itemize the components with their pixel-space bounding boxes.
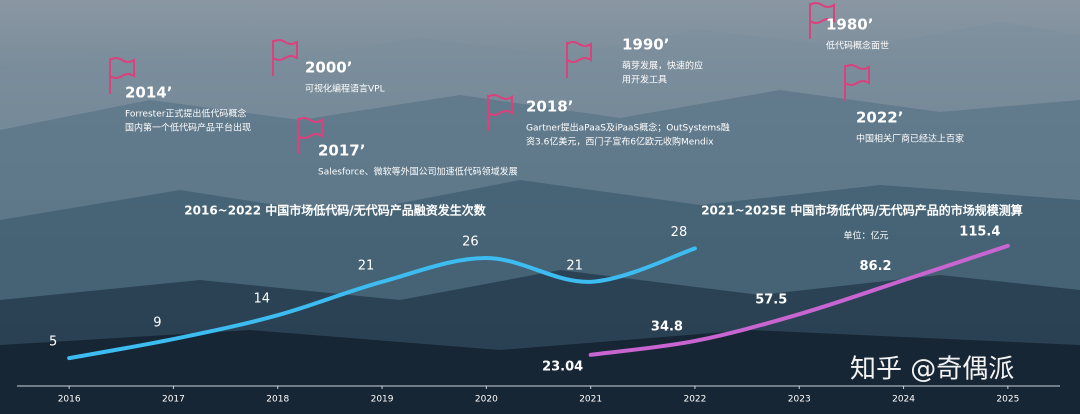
flag — [272, 39, 298, 76]
x-tick-label: 2025 — [996, 395, 1019, 405]
x-tick-label: 2024 — [892, 395, 915, 405]
flag — [297, 117, 323, 154]
chart-subtitle: 单位：亿元 — [843, 230, 888, 242]
event-year: 2014’ — [125, 84, 172, 102]
flag — [809, 2, 835, 39]
value-label: 28 — [671, 225, 688, 240]
watermark: 知乎 @奇偶派 — [850, 355, 1014, 385]
value-label: 21 — [358, 258, 375, 273]
event-year: 1990’ — [622, 36, 669, 54]
value-label: 34.8 — [651, 319, 683, 334]
event-year: 2000’ — [305, 59, 352, 77]
chart-title: 2021~2025E 中国市场低代码/无代码产品的市场规模测算 — [701, 203, 1023, 218]
event-text: Salesforce、微软等外国公司加速低代码领域发展 — [318, 166, 518, 178]
x-tick-label: 2022 — [683, 395, 706, 405]
flag — [844, 64, 870, 101]
event-text: 中国相关厂商已经达上百家 — [856, 133, 964, 145]
value-label: 26 — [462, 234, 479, 249]
x-tick-label: 2019 — [371, 395, 394, 405]
event-text: 可视化编程语言VPL — [305, 83, 385, 95]
flag — [566, 41, 592, 78]
chart-title: 2016~2022 中国市场低代码/无代码产品融资发生次数 — [184, 203, 486, 218]
line — [588, 243, 1010, 357]
value-label: 57.5 — [755, 293, 787, 308]
event-text: 国内第一个低代码产品平台出现 — [125, 122, 251, 134]
event-year: 2017’ — [318, 142, 365, 160]
value-label: 86.2 — [860, 259, 892, 274]
value-label: 21 — [566, 258, 583, 273]
content: 2016 2017 2018 2019 2020 2021 2022 2023 2024 2025… — [49, 2, 1023, 405]
flag — [487, 94, 513, 131]
flag — [109, 57, 135, 94]
x-tick-label: 2020 — [475, 395, 498, 405]
line — [67, 246, 697, 361]
value-label: 5 — [49, 335, 57, 350]
mountain — [0, 330, 1080, 414]
value-label: 23.04 — [542, 359, 583, 374]
event-year: 2022’ — [856, 109, 903, 127]
x-tick-label: 2018 — [266, 395, 289, 405]
x-tick-label: 2021 — [579, 395, 602, 405]
event-year: 2018’ — [526, 98, 573, 116]
event-text: 资3.6亿美元，西门子宣布6亿欧元收购Mendix — [526, 136, 714, 148]
x-tick-label: 2023 — [788, 395, 811, 405]
event-text: 低代码概念面世 — [826, 40, 889, 52]
event-year: 1980’ — [826, 16, 873, 34]
value-label: 115.4 — [959, 224, 1000, 239]
event-text: Forrester正式提出低代码概念 — [125, 108, 246, 120]
value-label: 9 — [153, 316, 161, 331]
value-label: 14 — [253, 292, 270, 307]
event-text: Gartner提出aPaaS及iPaaS概念；OutSystems融 — [526, 122, 730, 134]
event-text: 用开发工具 — [622, 74, 667, 86]
x-tick-label: 2017 — [162, 395, 185, 405]
event-text: 萌芽发展，快速的应 — [622, 60, 703, 72]
x-tick-label: 2016 — [58, 395, 81, 405]
